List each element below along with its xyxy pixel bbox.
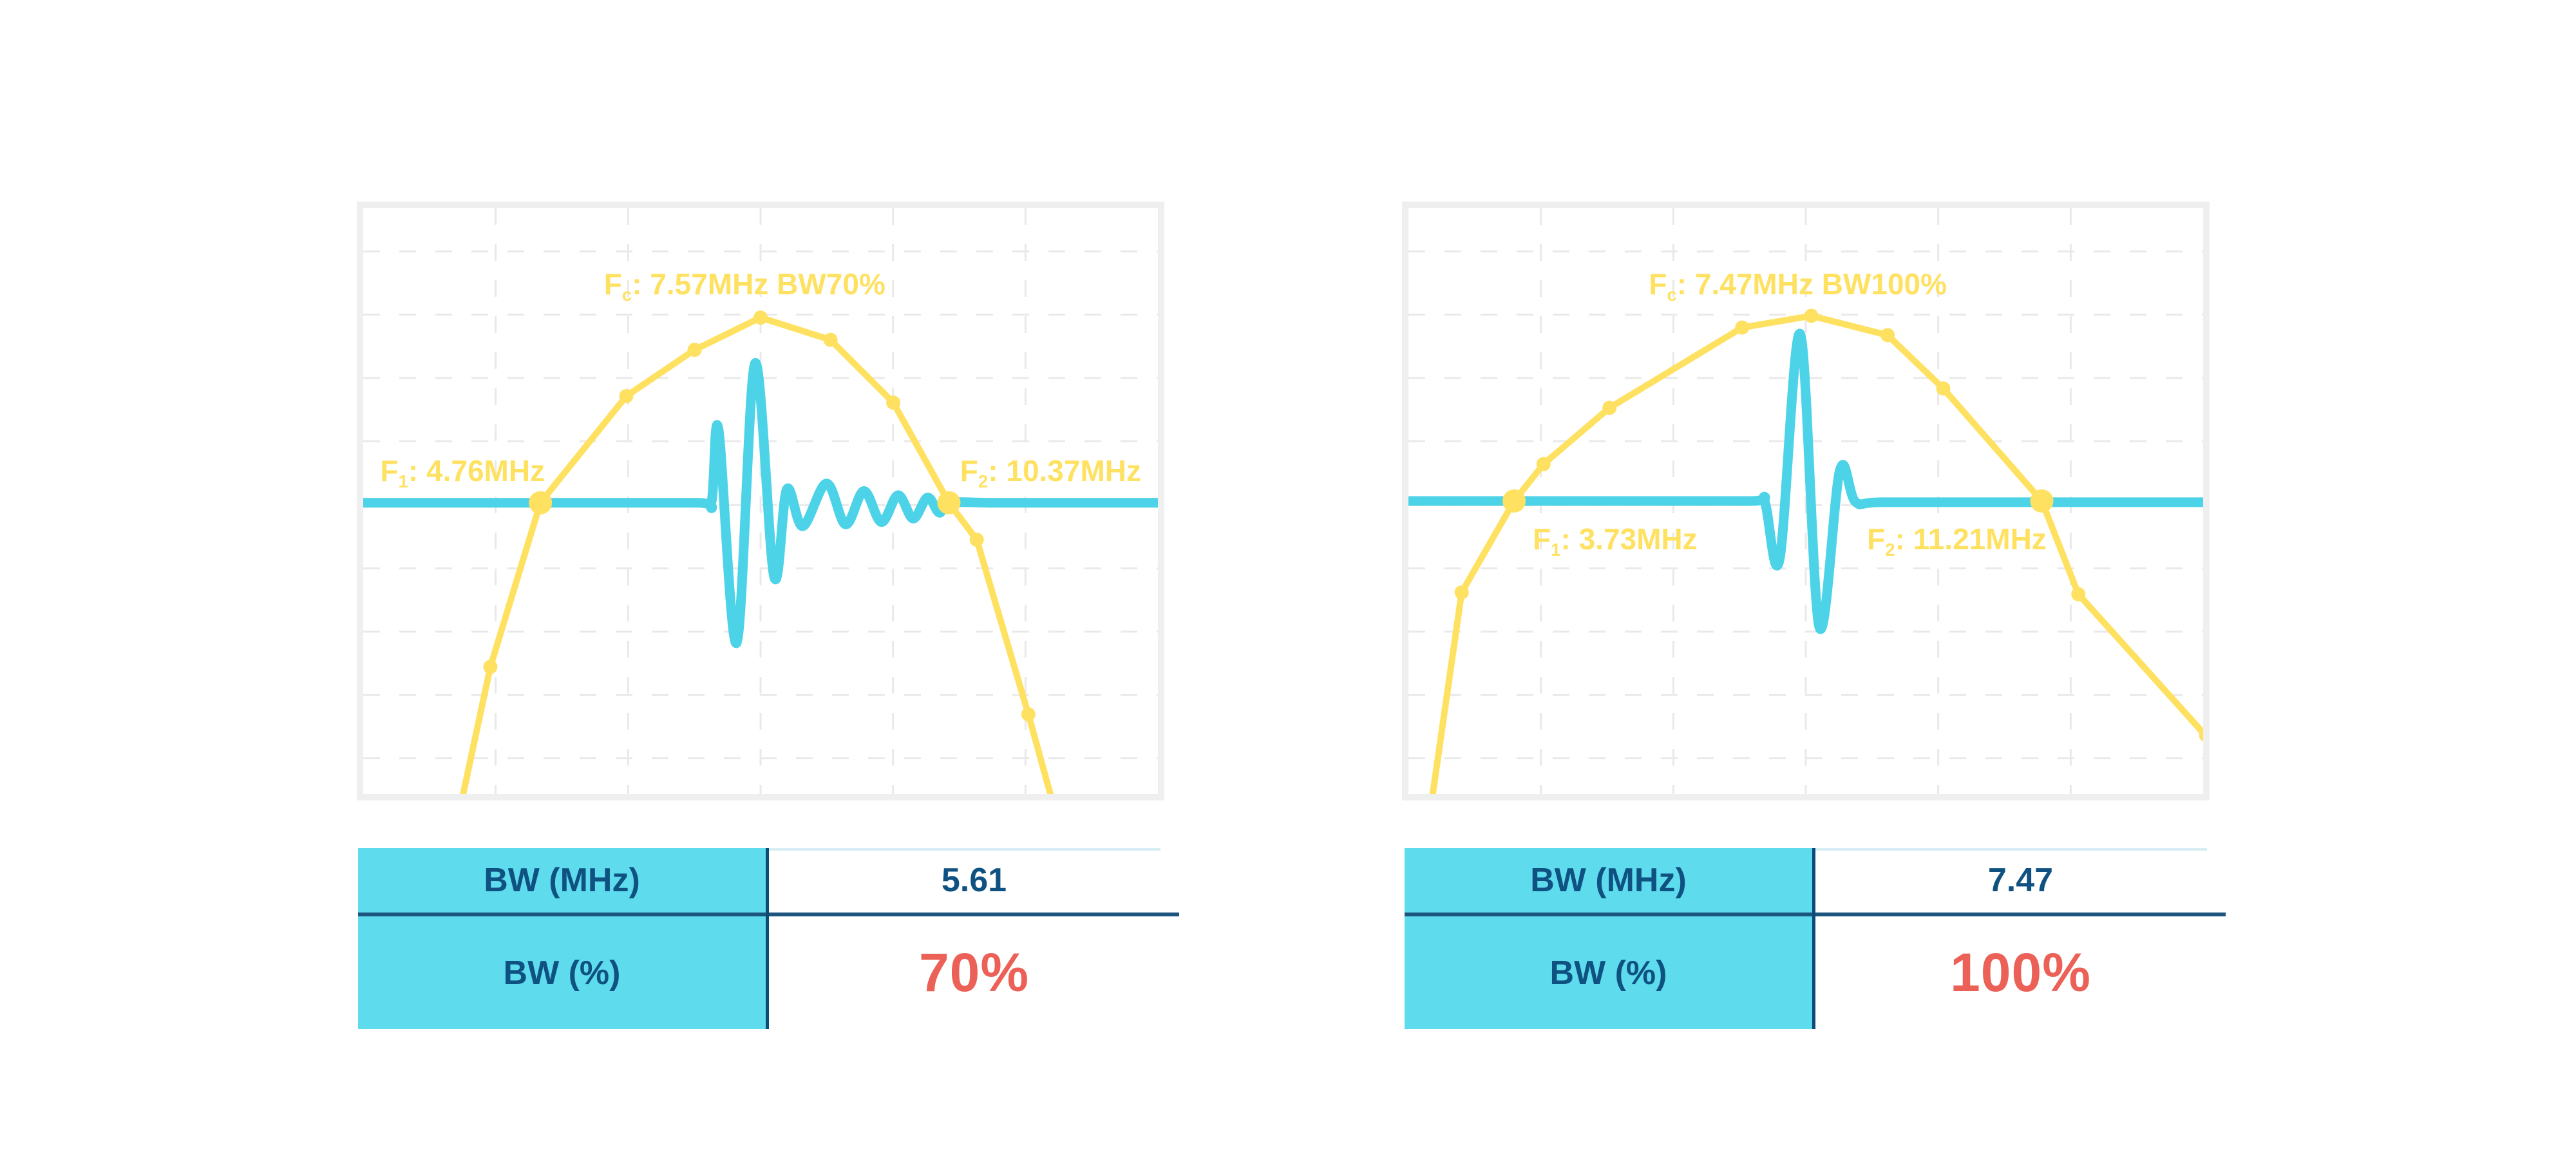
- table-top-rule: [1815, 848, 2207, 851]
- fc-text: : 7.47MHz BW100%: [1676, 267, 1947, 301]
- f2-prefix: F: [960, 453, 978, 487]
- fc-text: : 7.57MHz BW70%: [632, 267, 886, 301]
- fc-annotation: Fc: 7.47MHz BW100%: [1649, 267, 1947, 303]
- fc-annotation: Fc: 7.57MHz BW70%: [603, 267, 886, 303]
- bw-percent-value: 100%: [1950, 942, 2091, 1003]
- fc-subscript: c: [621, 285, 632, 305]
- table-top-rule: [769, 848, 1160, 851]
- f1-prefix: F: [1533, 522, 1551, 556]
- bw-percent-value: 70%: [918, 942, 1030, 1003]
- f2-text: : 10.37MHz: [988, 453, 1142, 487]
- bw-table-100: BW (MHz) 7.47 BW (%) 100%: [1405, 848, 2226, 1029]
- bw-percent-label: BW (%): [1549, 954, 1667, 992]
- table-column-divider: [766, 848, 769, 1029]
- f1-annotation: F1: 4.76MHz: [380, 453, 545, 491]
- f1-text: : 3.73MHz: [1560, 522, 1698, 556]
- f2-text: : 11.21MHz: [1895, 522, 2047, 556]
- bw-mhz-value: 5.61: [941, 862, 1007, 899]
- f2-prefix: F: [1867, 522, 1886, 556]
- table-header-column: [1405, 848, 1812, 1029]
- fc-subscript: c: [1667, 285, 1677, 305]
- f2-subscript: 2: [1885, 540, 1895, 560]
- bw-mhz-value: 7.47: [1987, 862, 2054, 899]
- table-header-column: [358, 848, 766, 1029]
- bw-percent-label: BW (%): [503, 954, 621, 992]
- spectrum-chart-bw100: Fc: 7.47MHz BW100% F1: 3.73MHz F2: 11.21…: [1402, 202, 2210, 800]
- f1-prefix: F: [380, 453, 399, 487]
- f2-annotation: F2: 10.37MHz: [960, 453, 1142, 491]
- spectrum-plot-bw100: [1408, 208, 2203, 794]
- spectrum-chart-bw70: Fc: 7.57MHz BW70% F1: 4.76MHz F2: 10.37M…: [357, 202, 1164, 800]
- f1-subscript: 1: [1551, 540, 1561, 560]
- spectrum-plot-bw70: [363, 208, 1158, 794]
- f1-annotation: F1: 3.73MHz: [1533, 522, 1698, 558]
- f1-text: : 4.76MHz: [408, 453, 545, 487]
- table-column-divider: [1812, 848, 1815, 1029]
- fc-prefix: F: [603, 267, 622, 301]
- bw-table-70: BW (MHz) 5.61 BW (%) 70%: [358, 848, 1179, 1029]
- fc-prefix: F: [1649, 267, 1667, 301]
- f1-subscript: 1: [398, 471, 408, 491]
- f2-subscript: 2: [978, 471, 989, 491]
- f2-annotation: F2: 11.21MHz: [1867, 522, 2047, 558]
- bw-mhz-label: BW (MHz): [1530, 862, 1687, 899]
- bw-mhz-label: BW (MHz): [484, 862, 640, 899]
